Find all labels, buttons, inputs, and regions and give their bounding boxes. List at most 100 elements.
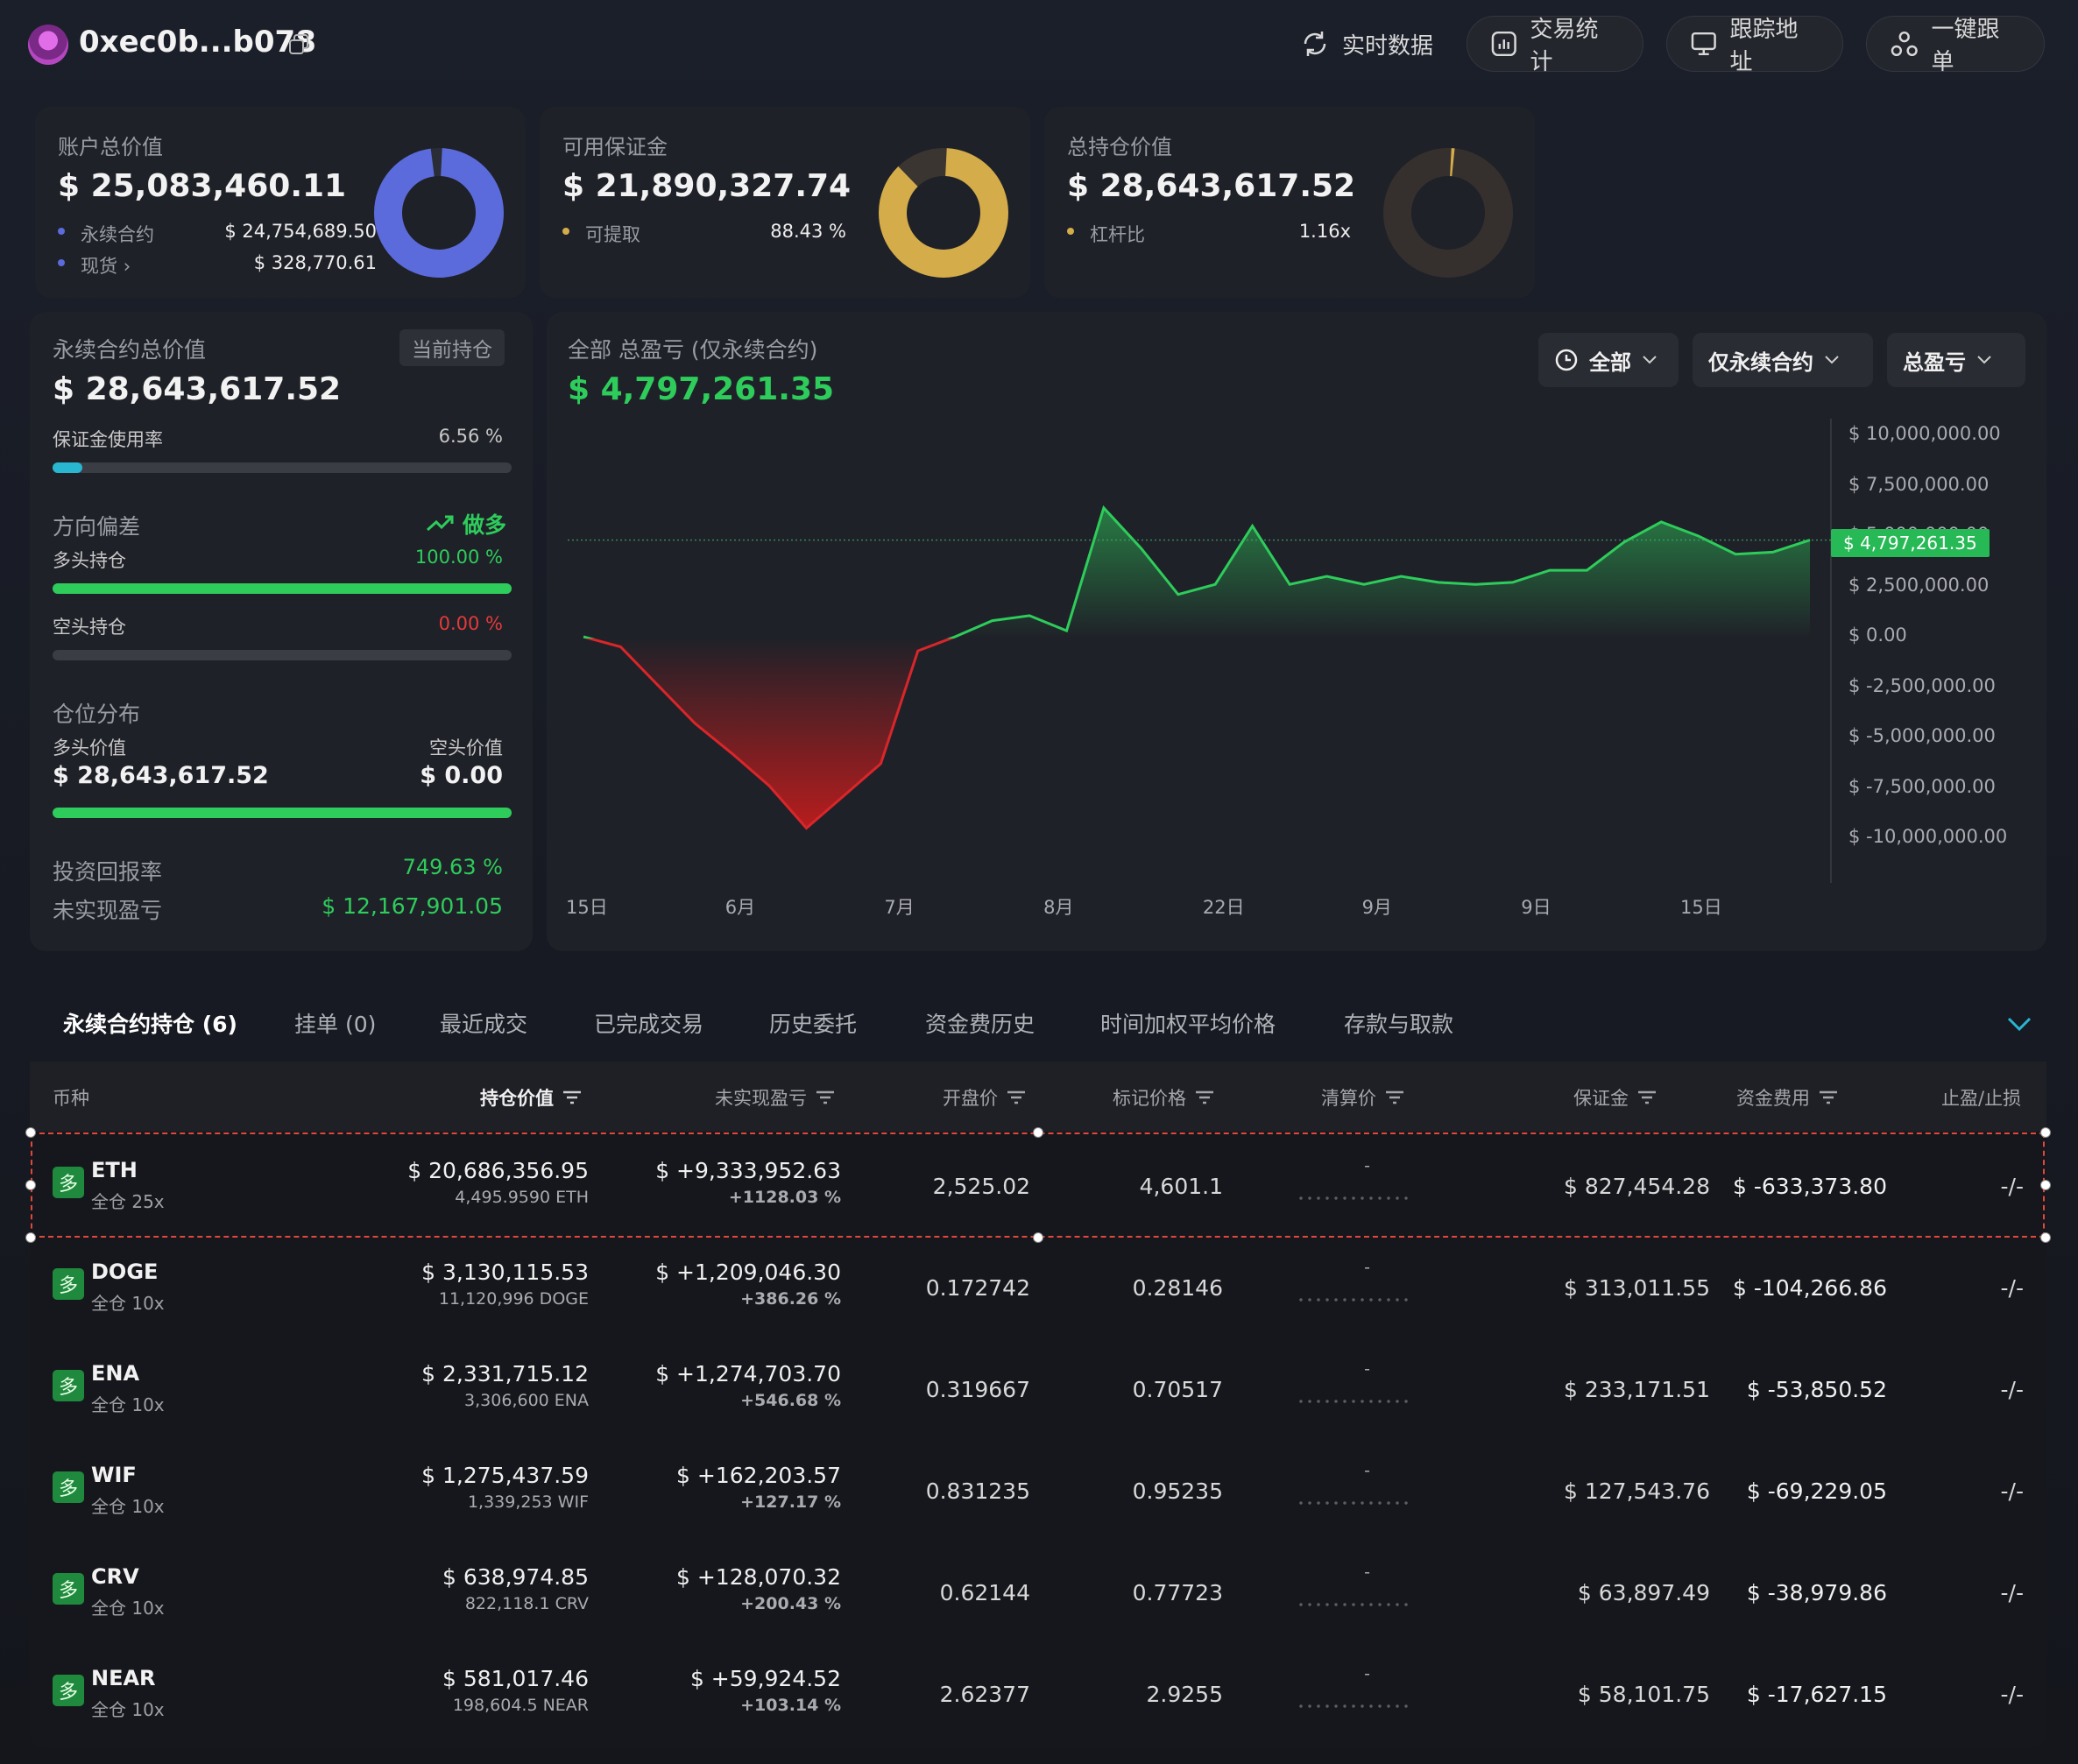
withdrawable-label: 可提取 bbox=[585, 224, 640, 245]
resize-handle[interactable] bbox=[2040, 1127, 2051, 1138]
long-position-fill bbox=[53, 583, 512, 594]
track-address-label: 跟踪地址 bbox=[1729, 17, 1799, 75]
tpsl-value[interactable]: -/- bbox=[2000, 1478, 2024, 1504]
header-mark-price[interactable]: 标记价格 bbox=[1113, 1084, 1214, 1111]
position-value: $ 1,275,437.59 bbox=[421, 1463, 589, 1488]
upnl-percent: +200.43 % bbox=[740, 1594, 841, 1613]
sort-icon bbox=[1638, 1090, 1656, 1104]
card-value: $ 28,643,617.52 bbox=[1067, 168, 1356, 204]
long-position-label: 多头持仓 bbox=[53, 550, 126, 571]
pnl-chart[interactable] bbox=[0, 0, 2078, 963]
contract-type-dropdown[interactable]: 仅永续合约 bbox=[1693, 333, 1873, 387]
trade-stats-button[interactable]: 交易统计 bbox=[1467, 16, 1643, 75]
short-value: $ 0.00 bbox=[420, 762, 503, 789]
position-value: $ 20,686,356.95 bbox=[407, 1158, 589, 1183]
tab-deposits-withdrawals[interactable]: 存款与取款 bbox=[1344, 1012, 1454, 1037]
header-position-value[interactable]: 持仓价值 bbox=[480, 1084, 582, 1111]
tab-completed-trades[interactable]: 已完成交易 bbox=[594, 1012, 704, 1037]
tpsl-value[interactable]: -/- bbox=[2000, 1174, 2024, 1199]
resize-handle[interactable] bbox=[25, 1127, 36, 1138]
y-axis-tick: $ 10,000,000.00 bbox=[1848, 423, 2001, 444]
resize-handle[interactable] bbox=[2040, 1232, 2051, 1243]
copy-trade-label: 一键跟单 bbox=[1931, 17, 2000, 75]
resize-handle[interactable] bbox=[1033, 1232, 1043, 1243]
position-qty: 3,306,600 ENA bbox=[464, 1391, 589, 1410]
header-upnl[interactable]: 未实现盈亏 bbox=[715, 1084, 835, 1111]
margin-donut bbox=[879, 148, 1008, 278]
header-liq-price[interactable]: 清算价 bbox=[1321, 1084, 1404, 1111]
resize-handle[interactable] bbox=[25, 1232, 36, 1243]
pnl-type-dropdown[interactable]: 总盈亏 bbox=[1887, 333, 2025, 387]
header-funding[interactable]: 资金费用 bbox=[1736, 1084, 1838, 1111]
trade-stats-label: 交易统计 bbox=[1530, 17, 1599, 75]
table-row[interactable]: 多 CRV 全仓 10x $ 638,974.85 822,118.1 CRV $ +12… bbox=[30, 1542, 2046, 1643]
tpsl-value[interactable]: -/- bbox=[2000, 1275, 2024, 1301]
tpsl-value[interactable]: -/- bbox=[2000, 1377, 2024, 1402]
upnl-percent: +103.14 % bbox=[740, 1696, 841, 1715]
funding-fee: $ -633,373.80 bbox=[1732, 1174, 1887, 1199]
long-badge: 多 bbox=[53, 1675, 84, 1706]
position-qty: 11,120,996 DOGE bbox=[438, 1289, 589, 1309]
tab-recent-fills[interactable]: 最近成交 bbox=[440, 1012, 528, 1037]
tpsl-value[interactable]: -/- bbox=[2000, 1580, 2024, 1605]
tab-funding-history[interactable]: 资金费历史 bbox=[925, 1012, 1035, 1037]
table-row[interactable]: 多 WIF 全仓 10x $ 1,275,437.59 1,339,253 WIF $ +… bbox=[30, 1440, 2046, 1542]
liq-price: - bbox=[1364, 1563, 1370, 1582]
long-badge: 多 bbox=[53, 1573, 84, 1605]
long-badge: 多 bbox=[53, 1167, 84, 1198]
tab-open-orders[interactable]: 挂单 (0) bbox=[294, 1012, 377, 1037]
time-range-label: 全部 bbox=[1589, 349, 1631, 375]
coin-symbol[interactable]: ENA bbox=[91, 1361, 140, 1386]
copy-trade-button[interactable]: 一键跟单 bbox=[1866, 16, 2045, 75]
tpsl-value[interactable]: -/- bbox=[2000, 1682, 2024, 1707]
liq-price: - bbox=[1364, 1156, 1370, 1175]
spot-link[interactable]: 现货 › bbox=[81, 252, 131, 279]
leverage: 全仓 10x bbox=[91, 1293, 165, 1314]
open-price: 0.172742 bbox=[925, 1275, 1030, 1301]
upnl-percent: +386.26 % bbox=[740, 1289, 841, 1309]
trend-up-icon bbox=[426, 515, 454, 532]
open-price: 2,525.02 bbox=[932, 1174, 1030, 1199]
long-badge: 多 bbox=[53, 1370, 84, 1401]
x-axis-tick: 9日 bbox=[1521, 897, 1551, 918]
current-position-tag[interactable]: 当前持仓 bbox=[399, 329, 505, 366]
liq-price: - bbox=[1364, 1461, 1370, 1480]
perp-title: 永续合约总价值 bbox=[53, 337, 207, 363]
resize-handle[interactable] bbox=[2040, 1180, 2051, 1190]
realtime-data-button[interactable]: 实时数据 bbox=[1300, 16, 1433, 72]
resize-handle[interactable] bbox=[1033, 1127, 1043, 1138]
coin-symbol[interactable]: WIF bbox=[91, 1463, 137, 1487]
track-address-button[interactable]: 跟踪地址 bbox=[1666, 16, 1843, 75]
table-row[interactable]: 多 ENA 全仓 10x $ 2,331,715.12 3,306,600 ENA $ +… bbox=[30, 1338, 2046, 1440]
table-row[interactable]: 多 DOGE 全仓 10x $ 3,130,115.53 11,120,996 DOGE… bbox=[30, 1237, 2046, 1338]
table-header-bar bbox=[30, 1062, 2046, 1132]
coin-symbol[interactable]: DOGE bbox=[91, 1259, 159, 1284]
monitor-icon bbox=[1691, 32, 1716, 56]
copy-icon[interactable] bbox=[287, 33, 310, 56]
card-value: $ 25,083,460.11 bbox=[58, 168, 347, 204]
tab-perp-positions[interactable]: 永续合约持仓 (6) bbox=[63, 1012, 237, 1037]
spot-value: $ 328,770.61 bbox=[253, 252, 377, 273]
card-title: 可用保证金 bbox=[562, 135, 668, 159]
header-margin[interactable]: 保证金 bbox=[1573, 1084, 1657, 1111]
coin-symbol[interactable]: ETH bbox=[91, 1158, 138, 1182]
liq-price-dots bbox=[1297, 1501, 1409, 1505]
resize-handle[interactable] bbox=[25, 1180, 36, 1190]
collapse-chevron-icon[interactable] bbox=[2006, 1016, 2032, 1032]
table-row[interactable]: 多 ETH 全仓 25x $ 20,686,356.95 4,495.9590 ETH $… bbox=[30, 1135, 2046, 1237]
margin-value: $ 233,171.51 bbox=[1564, 1377, 1710, 1402]
coin-symbol[interactable]: CRV bbox=[91, 1564, 139, 1589]
table-row[interactable]: 多 NEAR 全仓 10x $ 581,017.46 198,604.5 NEAR $ +… bbox=[30, 1643, 2046, 1745]
coin-symbol[interactable]: NEAR bbox=[91, 1666, 156, 1690]
avatar[interactable] bbox=[28, 25, 68, 65]
margin-value: $ 313,011.55 bbox=[1564, 1275, 1710, 1301]
upnl-value: $ 12,167,901.05 bbox=[322, 893, 503, 919]
header-open-price[interactable]: 开盘价 bbox=[943, 1084, 1026, 1111]
tab-twap[interactable]: 时间加权平均价格 bbox=[1100, 1012, 1276, 1037]
mark-price: 0.28146 bbox=[1132, 1275, 1223, 1301]
tab-order-history[interactable]: 历史委托 bbox=[769, 1012, 858, 1037]
time-range-dropdown[interactable]: 全部 bbox=[1538, 333, 1679, 387]
y-axis-tick: $ -2,500,000.00 bbox=[1848, 674, 1996, 696]
positions-table bbox=[30, 1062, 2046, 1748]
margin-value: $ 127,543.76 bbox=[1564, 1478, 1710, 1504]
